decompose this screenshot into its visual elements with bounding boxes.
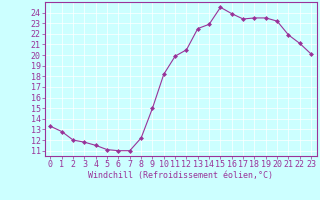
X-axis label: Windchill (Refroidissement éolien,°C): Windchill (Refroidissement éolien,°C)	[88, 171, 273, 180]
